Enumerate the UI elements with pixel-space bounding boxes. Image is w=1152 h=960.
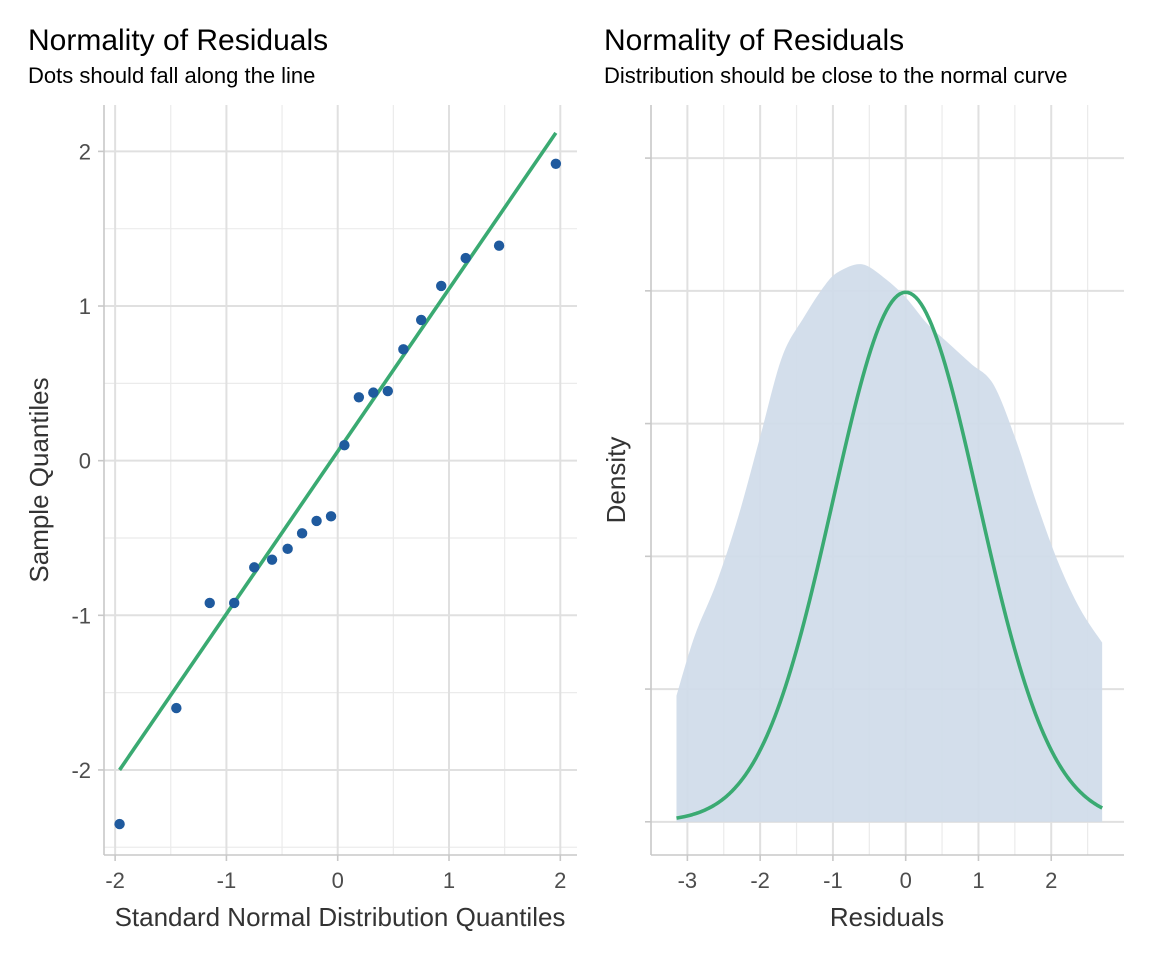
qq-point	[368, 387, 379, 398]
qq-x-axis-title: Standard Normal Distribution Quantiles	[115, 902, 566, 932]
normal-curve	[676, 290, 1104, 820]
qq-y-axis-title: Sample Quantiles	[24, 377, 54, 582]
qq-y-tick-label: 2	[79, 139, 91, 164]
density-x-tick-label: -1	[823, 868, 843, 893]
qq-y-tick-label: 0	[79, 449, 91, 474]
qq-plot: -2 -1 0 1 2 -2 -1 0 1 2 Standard Normal Distribu…	[24, 105, 577, 932]
qq-x-tick-label: 0	[332, 868, 344, 893]
qq-point	[171, 702, 182, 714]
qq-point	[353, 392, 365, 403]
qq-y-tick-label: -2	[71, 758, 91, 783]
qq-point	[114, 818, 125, 830]
density-x-tick-label: 0	[900, 868, 912, 893]
density-panel-title: Normality of Residuals	[604, 24, 905, 57]
density-plot: -3 -2 -1 0 1 2 Residuals Density	[601, 105, 1124, 932]
qq-point	[339, 440, 350, 451]
density-panel-subtitle: Distribution should be close to the norm…	[604, 63, 1068, 88]
qq-point	[249, 562, 260, 573]
qq-x-tick-label: 2	[554, 868, 566, 893]
qq-point	[382, 385, 393, 397]
qq-y-tick-label: 1	[79, 294, 91, 319]
qq-x-tick-label: -1	[217, 868, 237, 893]
qq-point	[282, 543, 293, 555]
qq-panel-title: Normality of Residuals	[28, 24, 329, 57]
qq-reference-line	[118, 131, 558, 771]
density-x-tick-label: -2	[750, 868, 770, 893]
qq-point	[415, 314, 427, 326]
qq-point	[296, 528, 308, 539]
density-x-tick-label: 1	[972, 868, 984, 893]
qq-x-tick-label: 1	[443, 868, 455, 893]
density-x-tick-label: 2	[1045, 868, 1057, 893]
qq-point	[550, 158, 562, 169]
qq-y-tick-label: -1	[71, 603, 91, 628]
qq-x-tick-label: -2	[105, 868, 125, 893]
qq-point	[204, 597, 215, 609]
qq-point	[398, 344, 409, 355]
qq-point	[493, 240, 505, 251]
qq-point	[266, 554, 278, 565]
density-y-axis-title: Density	[601, 437, 631, 524]
density-area	[676, 264, 1103, 822]
qq-point	[311, 515, 322, 527]
qq-point	[436, 280, 447, 292]
density-x-tick-label: -3	[678, 868, 698, 893]
qq-panel-subtitle: Dots should fall along the line	[28, 63, 316, 88]
qq-point	[325, 511, 337, 522]
density-x-axis-title: Residuals	[830, 902, 944, 932]
qq-point	[460, 252, 471, 264]
qq-point	[229, 597, 240, 609]
